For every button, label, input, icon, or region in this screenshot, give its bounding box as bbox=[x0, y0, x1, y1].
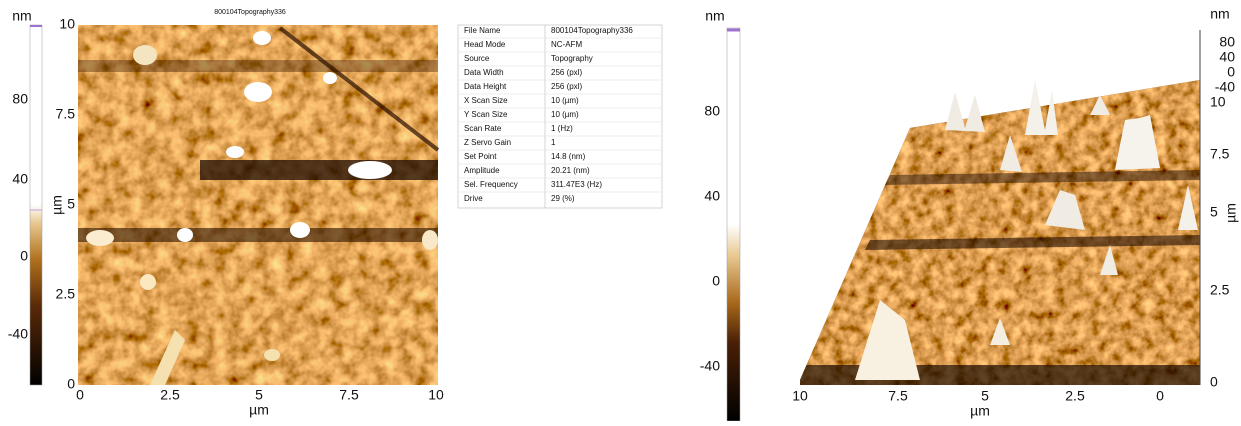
table-value: 800104Topography336 bbox=[551, 26, 633, 35]
table-key: Set Point bbox=[464, 152, 497, 161]
colorbar-tick-label: 80 bbox=[704, 103, 720, 119]
y-tick-label: 2.5 bbox=[1210, 282, 1230, 298]
colorbar-unit: nm bbox=[705, 8, 724, 24]
colorbar-tick-label: 0 bbox=[20, 248, 28, 264]
afm-3d-surface bbox=[800, 30, 1200, 385]
x-tick-label: 10 bbox=[428, 387, 444, 403]
table-value: 256 (pxl) bbox=[551, 68, 582, 77]
info-table: File Name 800104Topography336 Head Mode NC-… bbox=[458, 25, 662, 208]
y-tick-label: 0 bbox=[1210, 374, 1218, 390]
figure: nm 800104Topography336 µm µm File Name 80… bbox=[0, 0, 1241, 421]
table-value: 1 bbox=[551, 138, 556, 147]
y-tick-label: 7.5 bbox=[1210, 146, 1230, 162]
table-key: Z Servo Gain bbox=[464, 138, 511, 147]
y-tick-label: 2.5 bbox=[56, 286, 76, 302]
y-tick-label: 5 bbox=[1210, 204, 1218, 220]
table-key: File Name bbox=[464, 26, 501, 35]
z-tick-label: 40 bbox=[1219, 49, 1235, 65]
colorbar-tick-label: 0 bbox=[712, 273, 720, 289]
table-value: 29 (%) bbox=[551, 194, 575, 203]
y-tick-label: 7.5 bbox=[56, 106, 76, 122]
y-tick-label: 10 bbox=[59, 16, 75, 32]
table-key: Data Width bbox=[464, 68, 504, 77]
table-value: 256 (pxl) bbox=[551, 82, 582, 91]
colorbar-tick-label: 40 bbox=[704, 188, 720, 204]
y-tick-label: 0 bbox=[67, 376, 75, 392]
colorbar bbox=[30, 25, 42, 385]
z-axis-unit: nm bbox=[1210, 6, 1229, 22]
table-value: 1 (Hz) bbox=[551, 124, 573, 133]
colorbar-unit: nm bbox=[12, 8, 31, 24]
y-axis-label: µm bbox=[1223, 203, 1239, 223]
afm-image bbox=[78, 25, 438, 385]
table-value: 10 (µm) bbox=[551, 110, 579, 119]
table-key: Scan Rate bbox=[464, 124, 502, 133]
table-key: Source bbox=[464, 54, 490, 63]
y-axis-label: µm bbox=[49, 195, 65, 215]
x-axis-label: µm bbox=[970, 403, 990, 419]
table-key: Data Height bbox=[464, 82, 507, 91]
table-value: Topography bbox=[551, 54, 593, 63]
colorbar bbox=[727, 28, 740, 421]
table-key: Head Mode bbox=[464, 40, 506, 49]
table-key: Amplitude bbox=[464, 166, 500, 175]
x-tick-label: 2.5 bbox=[1065, 388, 1085, 404]
table-value: 311.47E3 (Hz) bbox=[551, 180, 602, 189]
x-tick-label: 5 bbox=[255, 387, 263, 403]
z-tick-label: 80 bbox=[1219, 34, 1235, 50]
x-tick-label: 10 bbox=[792, 388, 808, 404]
x-tick-label: 2.5 bbox=[160, 387, 180, 403]
table-value: NC-AFM bbox=[551, 40, 582, 49]
colorbar-tick-label: 40 bbox=[12, 171, 28, 187]
y-tick-label: 5 bbox=[67, 196, 75, 212]
x-tick-label: 0 bbox=[1156, 388, 1164, 404]
z-tick-label: -40 bbox=[1215, 79, 1235, 95]
y-tick-label: 10 bbox=[1210, 94, 1226, 110]
colorbar-tick-label: 80 bbox=[12, 91, 28, 107]
table-key: Drive bbox=[464, 194, 483, 203]
table-value: 10 (µm) bbox=[551, 96, 579, 105]
x-tick-label: 7.5 bbox=[339, 387, 359, 403]
x-tick-label: 7.5 bbox=[888, 388, 908, 404]
image-title: 800104Topography336 bbox=[214, 9, 286, 16]
z-tick-label: 0 bbox=[1227, 64, 1235, 80]
table-key: Sel. Frequency bbox=[464, 180, 518, 189]
table-value: 14.8 (nm) bbox=[551, 152, 586, 161]
x-tick-label: 0 bbox=[76, 387, 84, 403]
table-key: Y Scan Size bbox=[464, 110, 508, 119]
table-key: X Scan Size bbox=[464, 96, 508, 105]
table-value: 20.21 (nm) bbox=[551, 166, 590, 175]
colorbar-tick-label: -40 bbox=[700, 358, 720, 374]
colorbar-tick-label: -40 bbox=[8, 326, 28, 342]
x-axis-label: µm bbox=[249, 402, 269, 418]
x-tick-label: 5 bbox=[981, 388, 989, 404]
